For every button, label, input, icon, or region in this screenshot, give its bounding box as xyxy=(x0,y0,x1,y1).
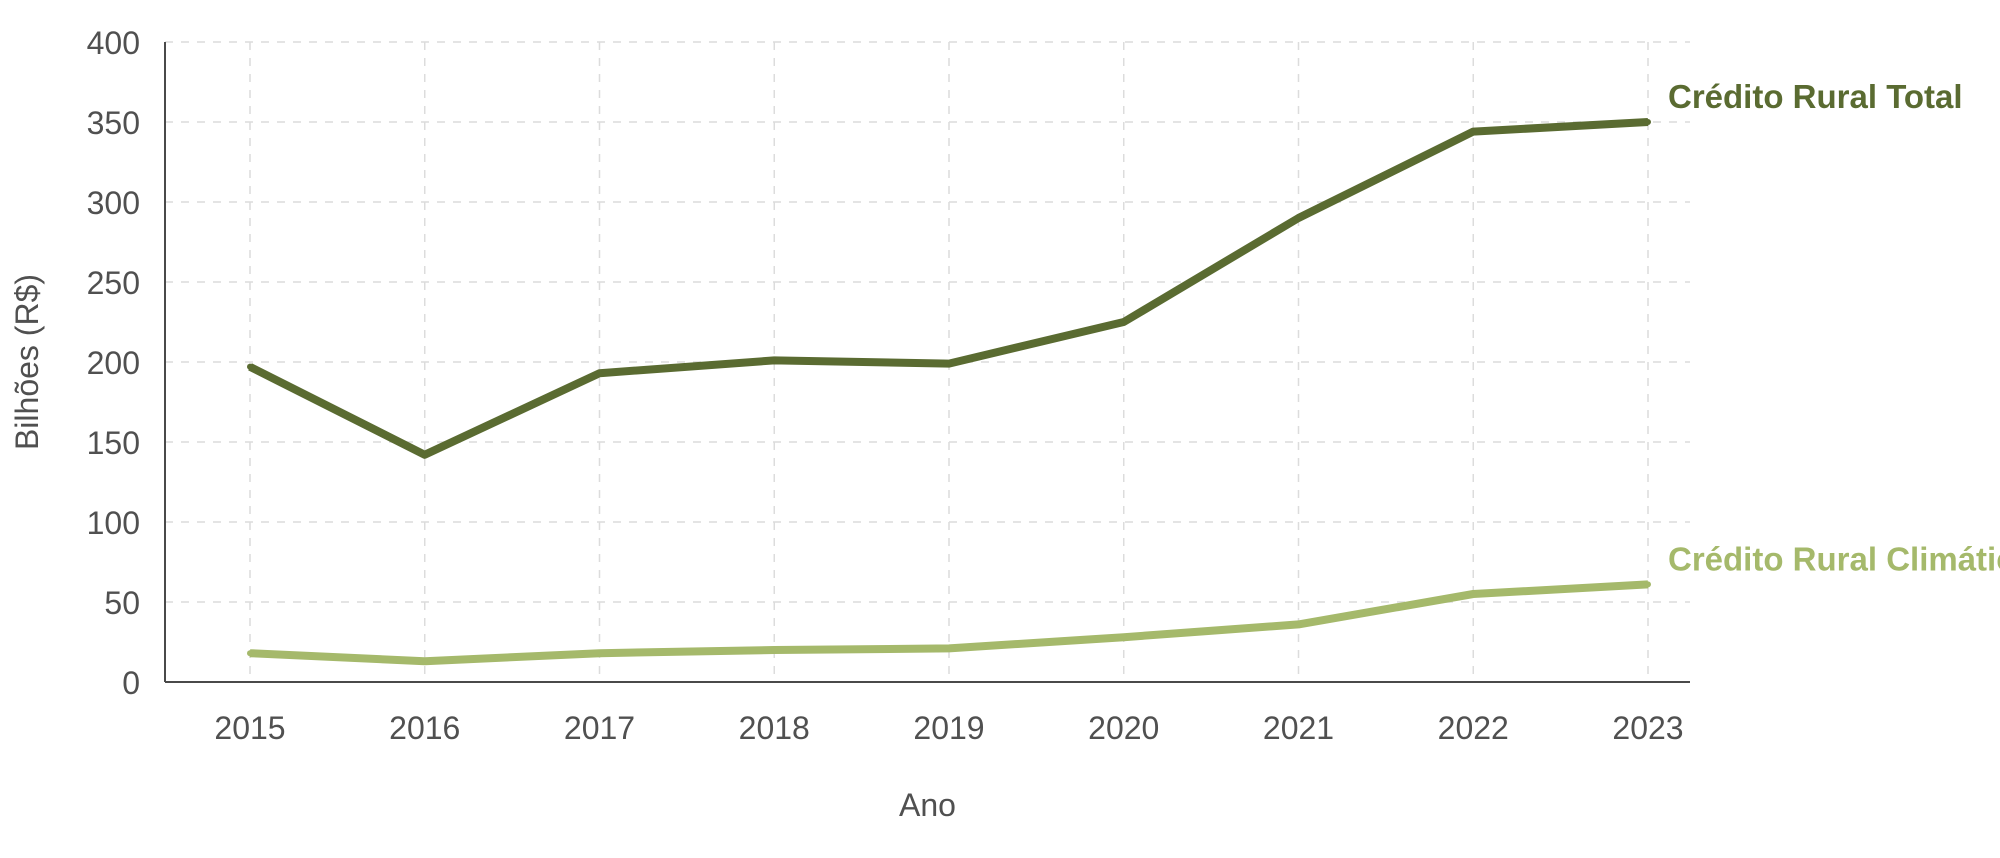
data-point xyxy=(596,650,603,657)
x-tick-label: 2022 xyxy=(1438,710,1509,746)
x-tick-label: 2018 xyxy=(739,710,810,746)
x-tick-label: 2021 xyxy=(1263,710,1334,746)
y-tick-label: 0 xyxy=(122,665,140,701)
data-point xyxy=(1645,119,1651,125)
x-tick-label: 2023 xyxy=(1612,710,1683,746)
data-point xyxy=(946,645,952,652)
data-point xyxy=(1295,215,1302,221)
data-point xyxy=(771,357,778,364)
y-tick-label: 300 xyxy=(87,185,140,221)
data-point xyxy=(1120,319,1127,325)
y-tick-label: 150 xyxy=(87,425,140,461)
y-tick-label: 200 xyxy=(87,345,140,381)
data-point xyxy=(421,451,428,458)
data-point xyxy=(247,363,253,370)
tick-labels: 0 50 100 150 200 250 300 350 400 2015 2016 2017 2018… xyxy=(87,25,1684,746)
x-axis-title: Ano xyxy=(899,787,956,823)
y-tick-label: 250 xyxy=(87,265,140,301)
x-tick-label: 2019 xyxy=(913,710,984,746)
data-point xyxy=(421,658,428,665)
data-point xyxy=(247,650,253,657)
data-point xyxy=(1470,128,1477,135)
series-layer xyxy=(247,118,1651,666)
x-tick-label: 2017 xyxy=(564,710,635,746)
data-point xyxy=(1470,591,1477,597)
data-point xyxy=(946,360,952,367)
data-point xyxy=(1645,581,1651,588)
x-tick-label: 2015 xyxy=(214,710,285,746)
x-tick-label: 2016 xyxy=(389,710,460,746)
y-tick-label: 100 xyxy=(87,505,140,541)
data-point xyxy=(596,370,603,377)
y-tick-label: 50 xyxy=(104,585,140,621)
series-label-1: Crédito Rural Climático xyxy=(1668,540,2000,577)
y-axis-title: Bilhões (R$) xyxy=(9,274,45,450)
series-labels: Crédito Rural Total Crédito Rural Climáti… xyxy=(1668,78,2000,577)
data-point xyxy=(1295,621,1302,628)
series-label-0: Crédito Rural Total xyxy=(1668,78,1963,115)
axes-layer xyxy=(164,42,1690,683)
x-tick-label: 2020 xyxy=(1088,710,1159,746)
data-point xyxy=(1120,634,1127,641)
data-point xyxy=(771,647,778,653)
y-tick-label: 350 xyxy=(87,105,140,141)
y-tick-label: 400 xyxy=(87,25,140,61)
